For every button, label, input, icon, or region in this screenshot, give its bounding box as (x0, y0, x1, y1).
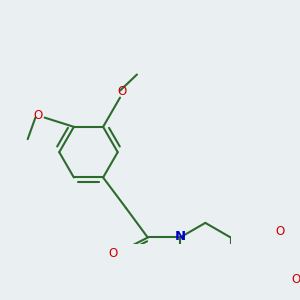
Text: O: O (117, 85, 126, 98)
Text: O: O (33, 109, 42, 122)
Text: O: O (109, 247, 118, 260)
Text: N: N (175, 230, 186, 243)
Text: O: O (275, 225, 284, 238)
Text: O: O (291, 273, 300, 286)
